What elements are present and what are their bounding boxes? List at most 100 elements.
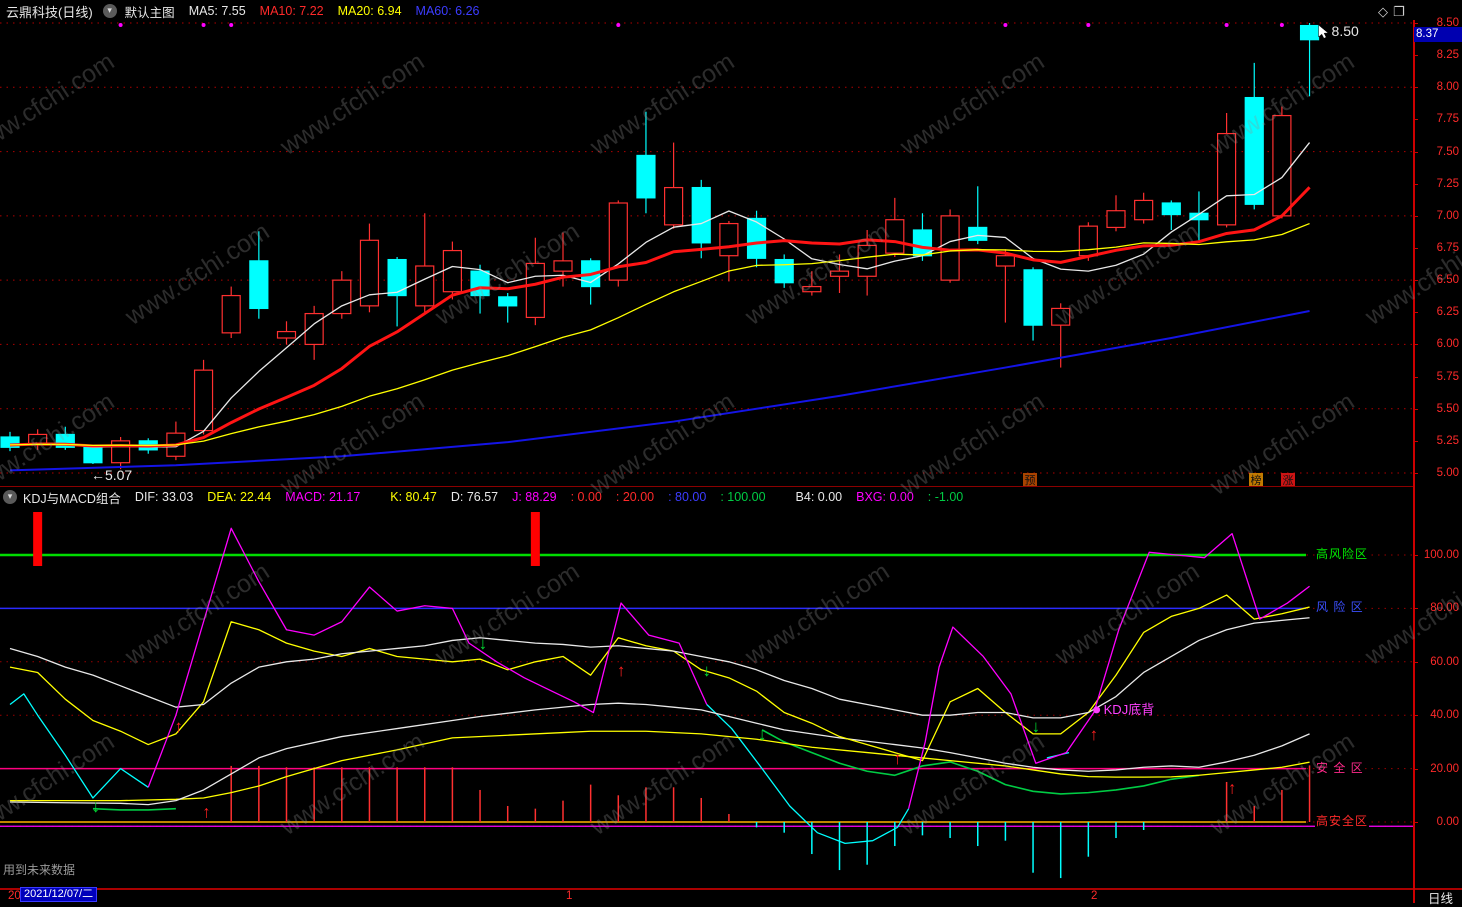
current-price-box: 8.37 bbox=[1414, 27, 1462, 42]
svg-text:涨: 涨 bbox=[1283, 474, 1294, 486]
axis-tick bbox=[1413, 376, 1418, 378]
svg-text:KDJ底背: KDJ底背 bbox=[1104, 702, 1155, 717]
price-axis-label: 6.00 bbox=[1436, 338, 1459, 351]
right-axis-line bbox=[1413, 20, 1415, 903]
indicator-value-5: J: 88.29 bbox=[512, 490, 557, 504]
main-chart-header: 云鼎科技(日线) ▾ 默认主图 MA5: 7.55 MA10: 7.22 MA20:… bbox=[0, 0, 479, 22]
axis-tick bbox=[1413, 344, 1418, 346]
axis-tick bbox=[1413, 55, 1418, 57]
indicator-value-12: : -1.00 bbox=[927, 490, 964, 504]
axis-tick bbox=[1413, 608, 1418, 610]
svg-text:↑: ↑ bbox=[1090, 725, 1099, 744]
indicator-axis-label: 40.00 bbox=[1430, 709, 1459, 722]
svg-text:↓: ↓ bbox=[91, 797, 100, 816]
price-axis-label: 5.25 bbox=[1436, 434, 1459, 447]
ma-value-2: MA20: 6.94 bbox=[337, 4, 402, 18]
axis-tick bbox=[1413, 87, 1418, 89]
main-view-label[interactable]: 默认主图 bbox=[124, 5, 175, 20]
axis-tick bbox=[1413, 822, 1418, 823]
ma-value-0: MA5: 7.55 bbox=[188, 4, 246, 18]
price-axis-label: 6.25 bbox=[1436, 306, 1459, 319]
indicator-value-11: BXG: 0.00 bbox=[856, 490, 914, 504]
svg-text:↓: ↓ bbox=[1032, 717, 1041, 736]
axis-tick bbox=[1413, 312, 1418, 314]
axis-tick bbox=[1413, 555, 1418, 556]
price-axis-label: 8.25 bbox=[1436, 49, 1459, 62]
indicator-axis-label: 0.00 bbox=[1436, 816, 1459, 828]
price-axis-label: 8.00 bbox=[1436, 81, 1459, 94]
indicator-axis-label: 20.00 bbox=[1430, 762, 1459, 775]
axis-tick bbox=[1413, 23, 1418, 24]
price-axis-label: 7.00 bbox=[1436, 209, 1459, 222]
stock-title: 云鼎科技(日线) bbox=[6, 4, 93, 20]
panel-separator bbox=[0, 486, 1413, 487]
kdj-macd-panel[interactable]: ↑ ↑ ↑ ↑ ↑ ↑ ↓ ↓ ↓ ↓ ↓ KDJ底背 bbox=[0, 508, 1414, 888]
x-axis-mark: 2 bbox=[1091, 890, 1098, 902]
indicator-value-9: : 100.00 bbox=[720, 490, 766, 504]
price-axis-label: 7.25 bbox=[1436, 177, 1459, 190]
axis-tick bbox=[1413, 183, 1418, 185]
indicator-header: ▾ KDJ与MACD组合 DIF: 33.03 DEA: 22.44 MACD: 2… bbox=[0, 487, 963, 507]
indicator-value-0: DIF: 33.03 bbox=[134, 490, 194, 504]
axis-tick bbox=[1413, 248, 1418, 249]
svg-text:←5.07: ←5.07 bbox=[91, 467, 132, 483]
axis-tick bbox=[1413, 661, 1418, 663]
indicator-value-2: MACD: 21.17 bbox=[285, 490, 361, 504]
chevron-down-icon[interactable]: ▾ bbox=[102, 4, 117, 18]
svg-text:榜: 榜 bbox=[1251, 473, 1262, 486]
ma-values: MA5: 7.55 MA10: 7.22 MA20: 6.94 MA60: 6.26 bbox=[175, 4, 480, 18]
indicator-value-1: DEA: 22.44 bbox=[207, 490, 272, 504]
bottom-axis-line bbox=[0, 888, 1462, 890]
price-axis-label: 7.50 bbox=[1436, 145, 1459, 158]
svg-text:↓: ↓ bbox=[703, 661, 712, 680]
price-axis-label: 6.50 bbox=[1436, 274, 1459, 287]
svg-text:↑: ↑ bbox=[202, 802, 211, 821]
svg-text:↑: ↑ bbox=[174, 717, 183, 736]
price-axis-label: 5.50 bbox=[1436, 402, 1459, 415]
axis-tick bbox=[1413, 215, 1418, 217]
future-data-note: 用到未来数据 bbox=[3, 863, 76, 877]
price-axis-label: 7.75 bbox=[1436, 113, 1459, 126]
crosshair-date-box: 2021/12/07/二 bbox=[20, 887, 98, 902]
toolbar-icons: ◇ ❐ bbox=[1378, 4, 1405, 20]
zone-label: 风 险 区 bbox=[1315, 600, 1365, 615]
zone-label: 高安全区 bbox=[1315, 814, 1370, 828]
svg-text:↑: ↑ bbox=[1228, 778, 1237, 797]
ma-value-3: MA60: 6.26 bbox=[415, 4, 480, 18]
zone-label: 安 全 区 bbox=[1315, 760, 1365, 775]
split-panel-icon[interactable]: ❐ bbox=[1393, 4, 1405, 19]
price-axis-label: 5.00 bbox=[1436, 467, 1459, 479]
x-axis-partial-year: 20 bbox=[8, 890, 21, 902]
indicator-value-7: : 20.00 bbox=[615, 490, 655, 504]
axis-tick bbox=[1413, 768, 1418, 770]
indicator-name[interactable]: KDJ与MACD组合 bbox=[23, 491, 121, 506]
indicator-value-10: B4: 0.00 bbox=[795, 490, 843, 504]
diamond-icon[interactable]: ◇ bbox=[1378, 4, 1388, 19]
price-axis-label: 8.50 bbox=[1436, 17, 1459, 29]
price-axis-label: 6.75 bbox=[1436, 242, 1459, 254]
axis-tick bbox=[1413, 408, 1418, 410]
x-axis-mark: 1 bbox=[566, 890, 573, 902]
svg-text:预: 预 bbox=[1025, 474, 1036, 486]
svg-text:↑: ↑ bbox=[893, 749, 902, 768]
zone-label: 高风险区 bbox=[1315, 547, 1370, 561]
period-label: 日线 bbox=[1428, 892, 1454, 906]
indicator-values: DIF: 33.03 DEA: 22.44 MACD: 21.17 K: 80.47 D… bbox=[121, 490, 963, 504]
chevron-down-icon[interactable]: ▾ bbox=[3, 490, 17, 504]
indicator-axis-label: 80.00 bbox=[1430, 602, 1459, 615]
price-axis-label: 5.75 bbox=[1436, 370, 1459, 383]
axis-tick bbox=[1413, 280, 1418, 282]
indicator-value-4: D: 76.57 bbox=[450, 490, 499, 504]
candlestick-chart[interactable]: ←5.07 8.50 预 榜 涨 bbox=[0, 22, 1414, 486]
svg-text:↓: ↓ bbox=[479, 634, 488, 653]
ma-value-1: MA10: 7.22 bbox=[259, 4, 324, 18]
mouse-cursor-icon bbox=[1318, 24, 1329, 39]
indicator-axis-label: 60.00 bbox=[1430, 655, 1459, 668]
indicator-value-6: : 0.00 bbox=[570, 490, 602, 504]
indicator-axis-label: 100.00 bbox=[1423, 549, 1459, 561]
svg-text:↑: ↑ bbox=[617, 661, 626, 680]
axis-tick bbox=[1413, 119, 1418, 121]
axis-tick bbox=[1413, 440, 1418, 442]
axis-tick bbox=[1413, 151, 1418, 153]
